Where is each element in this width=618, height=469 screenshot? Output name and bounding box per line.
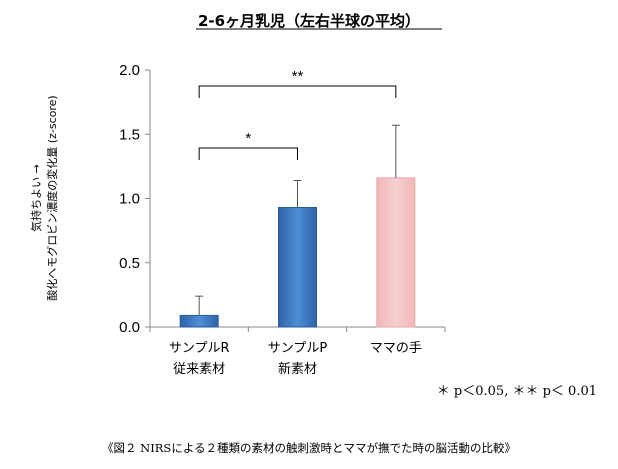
significance-bracket [198,85,397,98]
chart-title: 2-6ヶ月乳児（左右半球の平均） [198,12,420,30]
figure-caption: 《図２ NIRSによる２種類の素材の触刺激時とママが撫でた時の脳活動の比較》 [102,441,516,455]
significance-footnote: ＊ p＜0.05, ＊＊ p＜ 0.01 [437,384,597,399]
category-sublabel: 従来素材 [173,362,225,377]
bars [179,124,416,328]
bar [179,314,219,328]
y-tick-label: 0.0 [119,319,140,336]
significance-label: ** [292,68,304,85]
y-tick-label: 2.0 [119,62,140,79]
y-tick-label: 1.5 [119,126,140,143]
category-labels: サンプルR 従来素材 サンプルP 新素材 ママの手 [169,341,422,377]
y-axis-label-line2: 酸化ヘモグロビン濃度の変化量 (z-score) [45,95,59,300]
y-tick-label: 1.0 [119,191,140,208]
significance-bracket [198,147,298,160]
y-axis-label-line1: 気持ちよい → [29,164,43,232]
category-sublabel: 新素材 [278,361,317,377]
category-label: サンプルR [169,341,230,356]
bar [278,206,317,328]
category-label: サンプルP [268,341,328,356]
category-label: ママの手 [370,341,422,356]
significance-label: * [245,130,251,147]
bar [376,177,416,328]
y-tick-label: 0.5 [119,255,140,272]
significance-brackets: *** [198,68,397,160]
